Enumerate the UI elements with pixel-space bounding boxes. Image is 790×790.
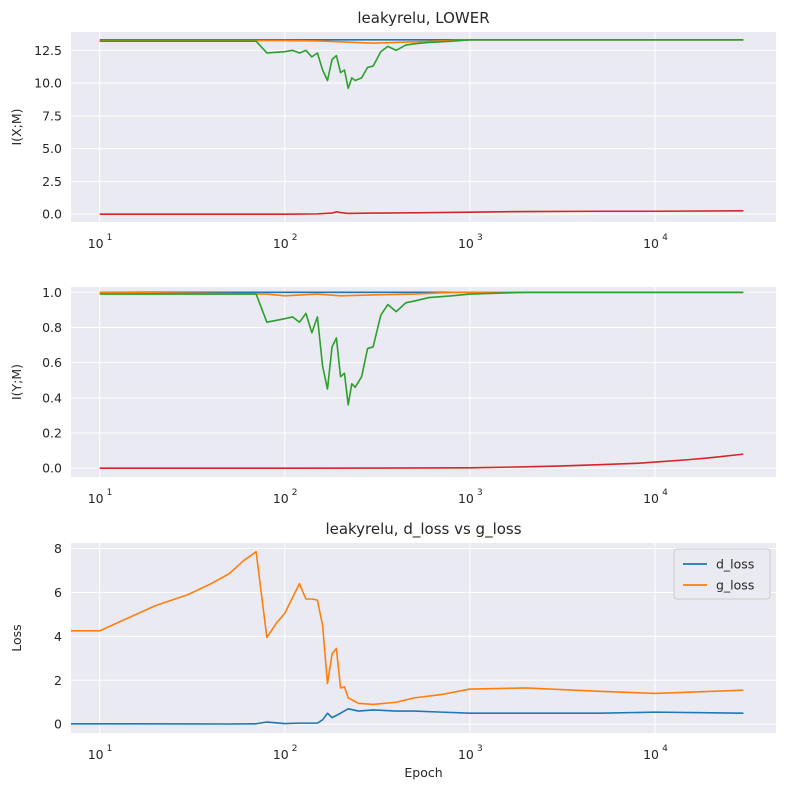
y-tick-label: 0.0 bbox=[42, 207, 62, 222]
y-tick-label: 12.5 bbox=[34, 43, 62, 58]
plot-area-ixm bbox=[71, 32, 776, 222]
y-tick-label: 0.0 bbox=[42, 461, 62, 476]
y-tick-label: 0 bbox=[54, 717, 62, 732]
y-tick-label: 1.0 bbox=[42, 285, 62, 300]
series-line-iym-2 bbox=[99, 291, 744, 406]
y-tick-label: 0.8 bbox=[42, 320, 62, 335]
x-tick-exponent: 1 bbox=[107, 233, 113, 243]
chart-title-loss: leakyrelu, d_loss vs g_loss bbox=[325, 520, 521, 539]
y-tick-label: 6 bbox=[54, 585, 62, 600]
x-tick-exponent: 4 bbox=[662, 488, 668, 498]
x-tick-exponent: 2 bbox=[292, 744, 298, 754]
x-tick-label: 10 bbox=[273, 491, 289, 506]
legend: d_loss g_loss bbox=[673, 548, 771, 600]
y-tick-label: 2 bbox=[54, 673, 62, 688]
x-tick-label: 10 bbox=[88, 747, 104, 762]
x-tick-label: 10 bbox=[643, 747, 659, 762]
x-tick-exponent: 1 bbox=[107, 744, 113, 754]
y-tick-label: 10.0 bbox=[34, 76, 62, 91]
series-line-loss-1 bbox=[71, 550, 744, 706]
x-tick-exponent: 3 bbox=[477, 233, 483, 243]
panel-iym: 0.00.20.40.60.81.010 1 10 2 10 3 10 4I(Y;M) bbox=[9, 285, 776, 506]
series-line-loss-0 bbox=[71, 708, 744, 725]
panel-ixm: 0.02.55.07.510.012.510 1 10 2 10 3 10 4leakyrel… bbox=[9, 9, 776, 251]
legend-box bbox=[673, 548, 771, 600]
x-tick-label: 10 bbox=[458, 747, 474, 762]
x-tick-exponent: 2 bbox=[292, 488, 298, 498]
legend-label-d_loss: d_loss bbox=[716, 557, 754, 572]
y-tick-label: 0.4 bbox=[42, 390, 62, 405]
x-tick-label: 10 bbox=[458, 491, 474, 506]
x-tick-label: 10 bbox=[88, 236, 104, 251]
x-axis-label-loss: Epoch bbox=[404, 765, 442, 780]
series-line-ixm-3 bbox=[99, 210, 744, 215]
y-tick-label: 8 bbox=[54, 541, 62, 556]
chart-title-ixm: leakyrelu, LOWER bbox=[357, 9, 489, 27]
y-tick-label: 2.5 bbox=[42, 174, 62, 189]
x-tick-exponent: 3 bbox=[477, 744, 483, 754]
x-tick-exponent: 4 bbox=[662, 233, 668, 243]
x-tick-exponent: 3 bbox=[477, 488, 483, 498]
series-line-iym-3 bbox=[99, 453, 744, 470]
plot-area-iym bbox=[71, 287, 776, 477]
series-line-ixm-2 bbox=[99, 39, 744, 90]
y-tick-label: 4 bbox=[54, 629, 62, 644]
x-tick-label: 10 bbox=[273, 236, 289, 251]
y-axis-label-iym: I(Y;M) bbox=[9, 364, 24, 400]
y-axis-label-loss: Loss bbox=[9, 624, 24, 651]
series-line-iym-1 bbox=[99, 291, 744, 297]
x-tick-exponent: 2 bbox=[292, 233, 298, 243]
x-tick-label: 10 bbox=[458, 236, 474, 251]
y-axis-label-ixm: I(X;M) bbox=[9, 109, 24, 146]
x-tick-label: 10 bbox=[643, 236, 659, 251]
y-tick-label: 0.6 bbox=[42, 355, 62, 370]
x-tick-exponent: 1 bbox=[107, 488, 113, 498]
x-tick-label: 10 bbox=[643, 491, 659, 506]
y-tick-label: 5.0 bbox=[42, 141, 62, 156]
y-tick-label: 0.2 bbox=[42, 426, 62, 441]
x-tick-label: 10 bbox=[273, 747, 289, 762]
legend-label-g_loss: g_loss bbox=[716, 578, 754, 593]
plot-area-loss bbox=[71, 543, 776, 733]
x-tick-label: 10 bbox=[88, 491, 104, 506]
y-tick-label: 7.5 bbox=[42, 108, 62, 123]
x-tick-exponent: 4 bbox=[662, 744, 668, 754]
